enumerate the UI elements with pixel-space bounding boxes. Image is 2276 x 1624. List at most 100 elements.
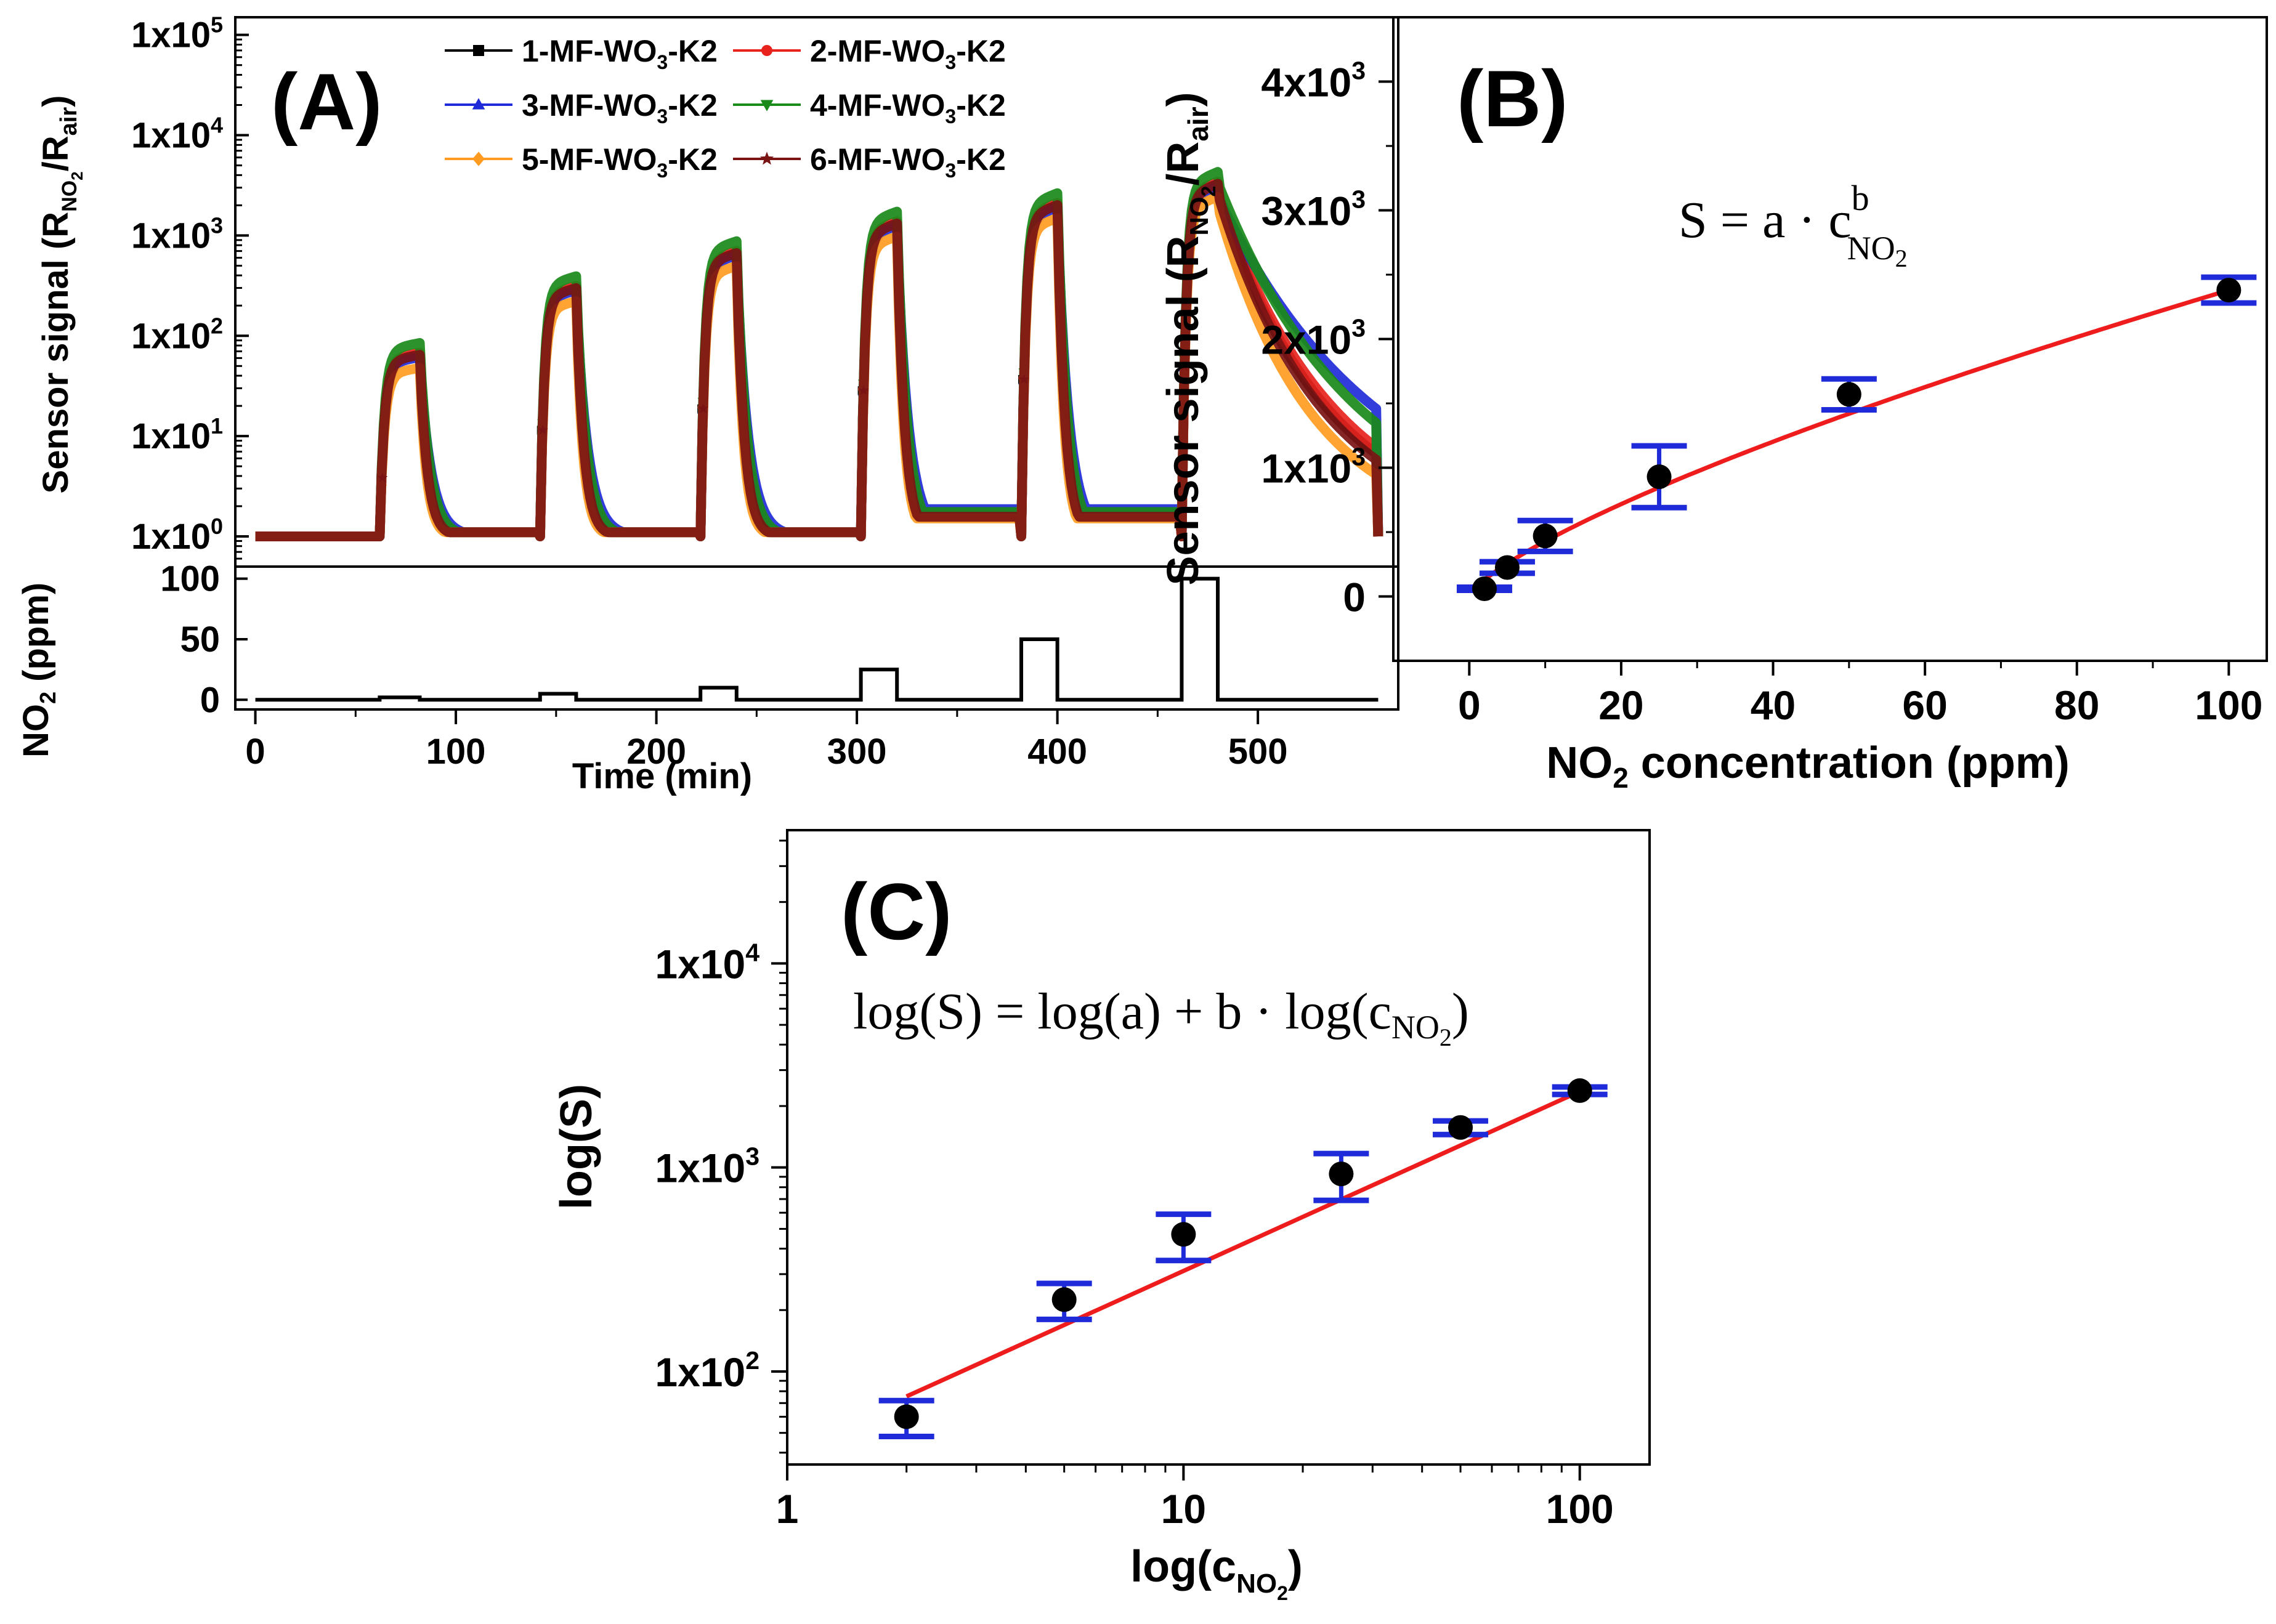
panel-a-y-tick-label: 1x102 bbox=[131, 313, 223, 356]
panel-a-sub-y-label: NO2 (ppm) bbox=[16, 583, 60, 757]
panel-a-y-label-sub3: air bbox=[56, 107, 82, 136]
panel-a-y-label-mid: /R bbox=[36, 135, 76, 171]
panel-a-y-tick-label: 1x101 bbox=[131, 413, 223, 456]
legend-label: 1-MF-WO3-K2 bbox=[522, 34, 718, 73]
panel-b-data-point bbox=[1836, 382, 1861, 407]
panel-c-data-point bbox=[894, 1404, 919, 1429]
panel-c-equation-end: ) bbox=[1452, 983, 1469, 1040]
panel-c-y-tick-label: 1x104 bbox=[655, 938, 759, 987]
legend-marker bbox=[472, 151, 485, 166]
panel-c-equation-lhs: log(S) = log(a) + b · log(c bbox=[853, 983, 1391, 1040]
panel-a-y-label: Sensor signal (RNO2/Rair) bbox=[36, 95, 86, 494]
panel-b-y-tick-label-exp: 3 bbox=[1351, 314, 1366, 342]
panel-b-x-label: NO2 concentration (ppm) bbox=[1546, 738, 2070, 794]
legend-label: 2-MF-WO3-K2 bbox=[810, 34, 1006, 73]
panel-a-series-line bbox=[252, 179, 1383, 541]
legend-label-end: -K2 bbox=[956, 88, 1006, 123]
panel-b-x-label-end: concentration (ppm) bbox=[1629, 738, 2070, 788]
legend-marker bbox=[472, 98, 485, 110]
legend-label: 5-MF-WO3-K2 bbox=[522, 142, 718, 182]
panel-c-x-label-sub: NO bbox=[1236, 1569, 1277, 1599]
panel-b-y-label-end: ) bbox=[1159, 92, 1208, 107]
panel-b-equation-sub: NO bbox=[1847, 230, 1895, 267]
panel-c-y-tick-label: 1x102 bbox=[655, 1346, 759, 1395]
panel-a-series-marker bbox=[1018, 373, 1030, 384]
panel-b-equation: S = a · cb NO2 bbox=[1679, 178, 1908, 272]
legend-label-main: 3-MF-WO bbox=[522, 88, 657, 123]
legend-label-sub: 3 bbox=[657, 105, 668, 127]
panel-a-y-tick-label-base: 1x10 bbox=[131, 517, 211, 557]
panel-a-legend: 1-MF-WO3-K2 2-MF-WO3-K23-MF-WO3-K2 4-MF-WO… bbox=[445, 34, 1006, 182]
legend-marker bbox=[761, 45, 772, 56]
panel-b-y-label-sub3: air bbox=[1182, 107, 1214, 141]
panel-c-data-points bbox=[878, 1078, 1608, 1440]
panel-a-y-tick-label-base: 1x10 bbox=[131, 15, 211, 55]
panel-b-x-label-sub: 2 bbox=[1613, 762, 1629, 794]
panel-a-y-label-main: Sensor signal (R bbox=[36, 212, 76, 494]
panel-a-x-ticks: 0 100 200 300 400 500 bbox=[245, 709, 1288, 772]
panel-c-y-tick-label-exp: 2 bbox=[745, 1346, 759, 1375]
panel-b-x-tick-label: 0 bbox=[1458, 682, 1481, 728]
panel-b-data-point bbox=[1646, 464, 1672, 490]
panel-a-y-label-sub2: 2 bbox=[68, 171, 86, 180]
panel-b-frame bbox=[1392, 16, 2268, 662]
legend-label-main: 6-MF-WO bbox=[810, 142, 945, 177]
panel-c-fit-line-segment bbox=[905, 1089, 1581, 1399]
panel-a-series-marker bbox=[858, 385, 869, 395]
panel-a-y-tick-label-exp: 4 bbox=[211, 113, 223, 138]
panel-a-y-tick-label: 1x104 bbox=[131, 113, 223, 156]
panel-c-data-point bbox=[1171, 1222, 1196, 1247]
panel-a-concentration-profile bbox=[255, 576, 1379, 702]
legend-marker bbox=[760, 100, 774, 111]
panel-b-y-tick-label: 3x103 bbox=[1261, 185, 1366, 234]
panel-c-x-tick-label: 100 bbox=[1546, 1486, 1614, 1532]
panel-a-y-tick-label-base: 1x10 bbox=[131, 216, 211, 256]
panel-a-x-tick-label: 200 bbox=[626, 732, 686, 772]
legend-label-end: -K2 bbox=[956, 142, 1006, 177]
panel-b-data-point bbox=[2216, 278, 2242, 303]
panel-a-series-marker bbox=[697, 403, 709, 413]
panel-b-y-tick-label-base: 3x10 bbox=[1261, 188, 1351, 234]
panel-a-y-tick-label-base: 1x10 bbox=[131, 316, 211, 356]
panel-b-data-point bbox=[1533, 523, 1558, 549]
panel-c-frame bbox=[786, 829, 1651, 1466]
panel-c-y-label: log(S) bbox=[552, 1084, 601, 1210]
panel-b-y-tick-label-base: 4x10 bbox=[1261, 60, 1351, 105]
panel-c-data-point bbox=[1051, 1287, 1077, 1312]
panel-c-equation-sub2: 2 bbox=[1440, 1024, 1452, 1051]
legend-label-main: 2-MF-WO bbox=[810, 34, 945, 68]
panel-b-equation-lhs: S = a · c bbox=[1679, 192, 1852, 249]
panel-b-x-tick-label: 80 bbox=[2054, 682, 2099, 728]
panel-b-y-tick-label-base: 0 bbox=[1343, 575, 1366, 620]
panel-b-y-tick-label-exp: 3 bbox=[1351, 185, 1366, 214]
panel-b-x-label-main: NO bbox=[1546, 738, 1613, 788]
panel-a-label: (A) bbox=[271, 57, 382, 147]
panel-c-y-tick-label-exp: 3 bbox=[745, 1142, 759, 1171]
panel-a-y-tick-label-base: 1x10 bbox=[131, 116, 211, 156]
panel-b-y-label: Sensor signal (RNO2/Rair) bbox=[1159, 92, 1220, 585]
panel-a-x-tick-label: 100 bbox=[426, 732, 486, 772]
panel-c-data-point bbox=[1567, 1078, 1592, 1103]
panel-a-y-label-end: ) bbox=[36, 95, 76, 107]
panel-a-sub-y-label-sub: 2 bbox=[35, 692, 60, 704]
panel-a-series-marker bbox=[377, 472, 388, 483]
panel-a-y-tick-label-exp: 5 bbox=[211, 12, 223, 38]
panel-a-y-tick-label-exp: 0 bbox=[211, 514, 223, 539]
panel-b-y-label-mid: /R bbox=[1159, 142, 1208, 186]
panel-c-equation: log(S) = log(a) + b · log(cNO2) bbox=[853, 983, 1469, 1051]
panel-a-x-label: Time (min) bbox=[572, 756, 752, 796]
panel-b-x-tick-label: 60 bbox=[1902, 682, 1947, 728]
legend-label-end: -K2 bbox=[668, 34, 718, 68]
panel-b-fit-line bbox=[1483, 288, 2230, 582]
legend-label-sub: 3 bbox=[657, 51, 668, 73]
panel-c-y-tick-label-exp: 4 bbox=[745, 938, 759, 966]
panel-b-y-tick-label: 0 bbox=[1343, 575, 1366, 620]
panel-b-label: (B) bbox=[1457, 54, 1568, 143]
legend-label-end: -K2 bbox=[956, 34, 1006, 68]
legend-label-sub: 3 bbox=[945, 51, 956, 73]
panel-b-x-tick-label: 20 bbox=[1598, 682, 1643, 728]
panel-c-data-point bbox=[1448, 1115, 1473, 1140]
